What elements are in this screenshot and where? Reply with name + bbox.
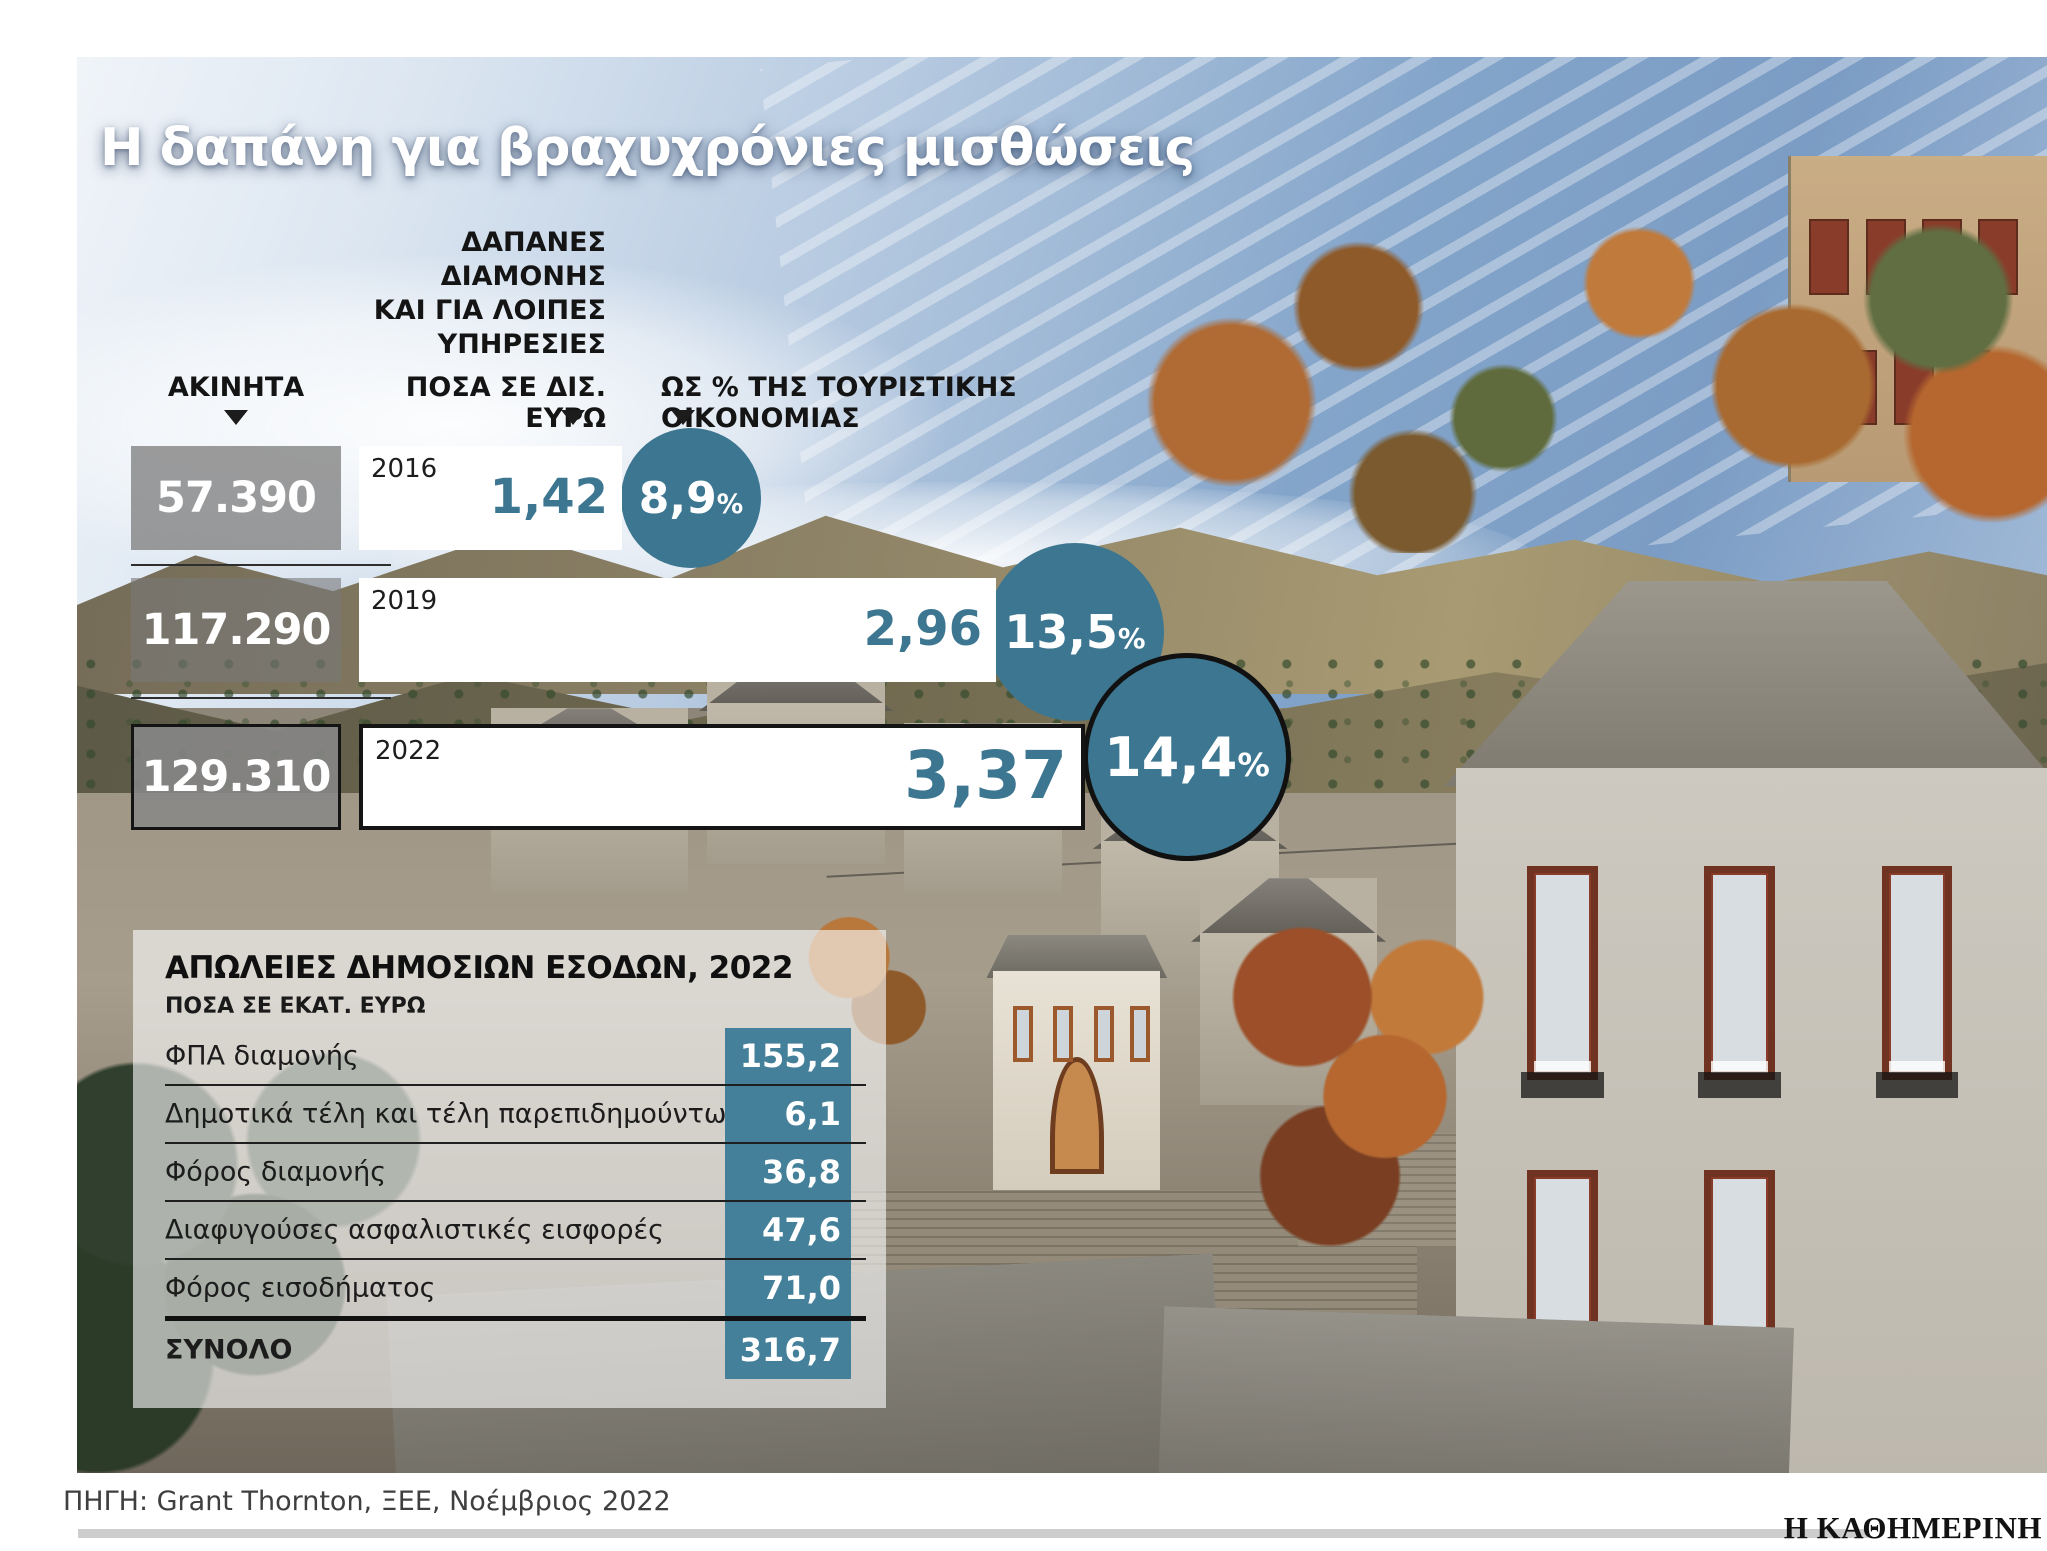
amount-value: 3,37 [904,736,1067,814]
year-label: 2019 [371,586,438,616]
arrow-down-icon [561,410,585,425]
photo-mansion [986,934,1168,1190]
table-row: Διαφυγούσες ασφαλιστικές εισφορές 47,6 [165,1202,866,1260]
table-subtitle: ΠΟΣΑ ΣΕ ΕΚΑΤ. ΕΥΡΩ [165,994,426,1019]
table-row-value: 36,8 [725,1144,851,1200]
photo-window [1013,1006,1034,1063]
expenses-header-line: ΔΙΑΜΟΝΗΣ [440,261,606,292]
row-separator [131,564,391,566]
photo-window [1053,1006,1074,1063]
table-row-value: 71,0 [725,1260,851,1316]
source-note: ΠΗΓΗ: Grant Thornton, ΞΕΕ, Νοέμβριος 202… [63,1486,671,1517]
photo-roof [1444,580,2047,787]
page-title: Η δαπάνη για βραχυχρόνιες μισθώσεις [100,118,1195,178]
brand-divider-bar [78,1529,1868,1538]
arrow-down-icon [671,410,695,425]
table-row: Φόρος εισοδήματος 71,0 [165,1260,866,1316]
percent-sign: % [1237,745,1270,784]
year-label: 2016 [371,454,438,484]
table-row-label: Φόρος εισοδήματος [165,1272,436,1304]
percent-value: 8,9 [638,472,717,524]
properties-box-2019: 117.290 [131,578,341,682]
photo-window [1881,866,1953,1081]
table-row-label: Φόρος διαμονής [165,1156,387,1188]
photo-autumn-tree [1219,878,1496,1275]
table-total-value: 316,7 [725,1321,851,1379]
photo-railing [1875,1071,1959,1099]
table-row: Δημοτικά τέλη και τέλη παρεπιδημούντων 6… [165,1086,866,1144]
percent-column-header: ΩΣ % ΤΗΣ ΤΟΥΡΙΣΤΙΚΗΣ ΟΙΚΟΝΟΜΙΑΣ [661,372,1017,434]
percent-value: 14,4 [1104,725,1238,789]
photo-window [1704,866,1776,1081]
amount-bar-2016: 2016 1,42 [359,446,622,550]
amount-bar-2022: 2022 3,37 [359,724,1085,830]
table-rows: ΦΠΑ διαμονής 155,2 Δημοτικά τέλη και τέλ… [165,1028,866,1379]
table-row-label: Δημοτικά τέλη και τέλη παρεπιδημούντων [165,1098,742,1130]
revenue-loss-panel: ΑΠΩΛΕΙΕΣ ΔΗΜΟΣΙΩΝ ΕΣΟΔΩΝ, 2022 ΠΟΣΑ ΣΕ Ε… [133,930,886,1408]
percent-sign: % [716,488,744,520]
photo-autumn-trees [1140,156,2047,553]
table-row-value: 155,2 [725,1028,851,1084]
arrow-down-icon [224,410,248,425]
percent-sign: % [1117,622,1146,655]
expenses-header-line: ΚΑΙ ΓΙΑ ΛΟΙΠΕΣ [373,295,606,326]
table-title: ΑΠΩΛΕΙΕΣ ΔΗΜΟΣΙΩΝ ΕΣΟΔΩΝ, 2022 [165,950,793,986]
photo-arch-door [1049,1057,1104,1175]
percent-circle-2019: 13,5% [986,543,1164,721]
percent-circle-2022: 14,4% [1083,653,1291,861]
expenses-column-header: ΔΑΠΑΝΕΣ ΔΙΑΜΟΝΗΣ ΚΑΙ ΓΙΑ ΛΟΙΠΕΣ ΥΠΗΡΕΣΙΕ… [306,226,606,362]
amounts-column-header: ΠΟΣΑ ΣΕ ΔΙΣ. ΕΥΡΩ [405,372,606,434]
expenses-header-line: ΔΑΠΑΝΕΣ [461,227,606,258]
table-total-label: ΣΥΝΟΛΟ [165,1334,293,1366]
photo-window [1130,1006,1151,1063]
table-row-value: 6,1 [725,1086,851,1142]
table-row-label: Διαφυγούσες ασφαλιστικές εισφορές [165,1214,664,1246]
amount-value: 1,42 [489,468,608,525]
percent-value: 13,5 [1004,605,1118,659]
properties-box-2016: 57.390 [131,446,341,550]
photo-foreground-roof [1157,1306,1794,1473]
year-label: 2022 [375,736,442,766]
photo-railing [1698,1071,1782,1099]
properties-column-header: ΑΚΙΝΗΤΑ [167,372,305,403]
amount-bar-2019: 2019 2,96 [359,578,996,682]
photo-window [1526,866,1598,1081]
table-row-label: ΦΠΑ διαμονής [165,1040,359,1072]
kathimerini-logo: Η ΚΑΘΗΜΕΡΙΝΗ [1783,1510,2042,1545]
photo-window [1093,1006,1114,1063]
table-row: Φόρος διαμονής 36,8 [165,1144,866,1202]
percent-circle-2016: 8,9% [621,428,761,568]
photo-railing [1521,1071,1604,1099]
table-total-row: ΣΥΝΟΛΟ 316,7 [165,1316,866,1379]
expenses-header-line: ΥΠΗΡΕΣΙΕΣ [437,329,606,360]
row-separator [131,697,391,699]
amount-value: 2,96 [863,600,982,657]
table-row: ΦΠΑ διαμονής 155,2 [165,1028,866,1086]
properties-box-2022: 129.310 [131,724,341,830]
table-row-value: 47,6 [725,1202,851,1258]
